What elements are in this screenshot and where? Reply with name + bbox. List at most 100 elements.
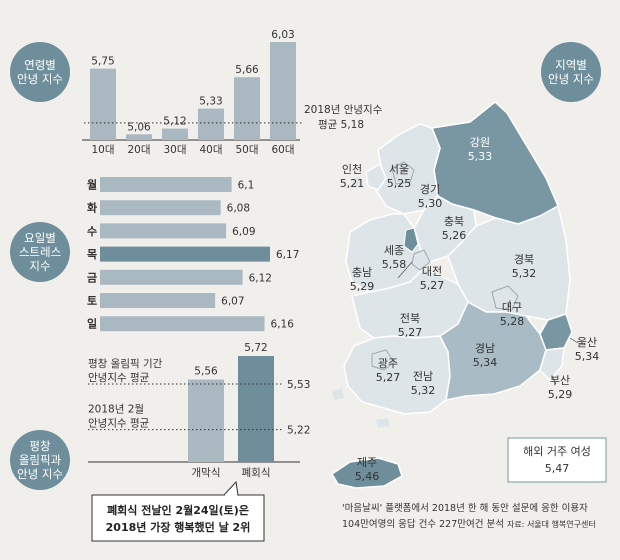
map-region-daejeon	[411, 249, 431, 271]
map-region-seoul	[391, 161, 415, 185]
age-category-label: 10대	[91, 144, 114, 156]
olympics-callout-box	[91, 494, 265, 542]
olympics-reference-label: 안녕지수 평균	[88, 372, 150, 384]
weekday-bar	[100, 269, 243, 285]
age-bar	[198, 108, 224, 140]
map-region-value: 5,27	[420, 279, 445, 292]
map-region-value: 5,58	[382, 258, 407, 271]
age-section-circle-label: 안녕 지수	[17, 72, 63, 86]
map-region-value: 5,26	[442, 229, 467, 242]
age-bar-value: 5,75	[91, 56, 114, 68]
weekday-bar	[100, 223, 227, 239]
map-region-name: 부산	[550, 374, 570, 387]
map-region-value: 5,27	[398, 326, 423, 339]
overseas-box	[507, 437, 607, 483]
map-region-value: 5,32	[512, 267, 537, 280]
map-section-circle-label: 지역별	[555, 58, 587, 72]
age-category-label: 60대	[271, 144, 294, 156]
olympics-bar	[188, 379, 224, 462]
olympics-reference-label: 평창 올림픽 기간	[88, 358, 163, 370]
weekday-section-circle-label: 요일별	[24, 231, 56, 245]
map-region-gwangju	[371, 349, 395, 371]
map-region-name: 인천	[342, 162, 362, 176]
age-category-label: 30대	[163, 144, 186, 156]
age-bar	[234, 77, 260, 140]
age-bar-value: 6,03	[271, 29, 294, 41]
map-region-name: 충남	[352, 266, 372, 279]
map-region-value: 5,21	[340, 177, 365, 190]
map-region-sejong	[403, 227, 419, 253]
map-region-busan	[539, 347, 565, 382]
map-region-value: 5,46	[355, 470, 380, 483]
weekday-category-label: 토	[87, 295, 97, 308]
map-region-value: 5,29	[548, 388, 573, 401]
age-category-label: 40대	[199, 144, 222, 156]
leader-line	[569, 337, 579, 344]
olympics-category-label: 폐회식	[242, 467, 271, 479]
map-region-name: 대구	[502, 301, 522, 314]
map-section-circle	[541, 42, 601, 102]
olympics-callout-text: 2018년 가장 행복했던 날 2위	[106, 520, 251, 534]
map-region-name: 제주	[357, 456, 377, 469]
korea-map	[330, 101, 579, 489]
map-section-circle-label: 안녕 지수	[548, 72, 594, 86]
olympics-bar	[238, 356, 274, 462]
map-region-value: 5,29	[350, 280, 375, 293]
weekday-bar-value: 6,07	[221, 296, 244, 308]
olympics-reference-label: 2018년 2월	[88, 404, 144, 416]
weekday-bar-value: 6,12	[249, 272, 272, 284]
map-island	[352, 176, 362, 188]
age-category-label: 20대	[127, 144, 150, 156]
map-region-name: 강원	[470, 136, 490, 149]
map-region-name: 대전	[422, 265, 442, 278]
weekday-bar	[100, 246, 270, 262]
weekday-bar-value: 6,08	[227, 203, 250, 215]
map-region-value: 5,34	[473, 356, 498, 369]
weekday-section-circle	[10, 222, 70, 282]
footnote-text: 104만여명의 응답 건수 227만여건 분석 자료: 서울대 행복연구센터	[342, 518, 596, 530]
weekday-bar	[100, 316, 265, 332]
age-bar	[162, 128, 188, 140]
weekday-section-circle-label: 스트레스	[19, 245, 61, 259]
age-bar-value: 5,66	[235, 64, 259, 76]
footnote-source: 자료: 서울대 행복연구센터	[507, 519, 596, 529]
age-bar-value: 5,06	[127, 121, 151, 133]
leader-line	[397, 261, 413, 279]
olympics-section-circle	[10, 430, 70, 490]
olympics-reference-label: 안녕지수 평균	[88, 418, 150, 430]
weekday-bar	[100, 293, 216, 308]
leader-line	[551, 375, 557, 385]
age-section-circle-label: 연령별	[24, 58, 56, 72]
map-region-name: 세종	[384, 244, 404, 257]
map-region-name: 광주	[378, 357, 398, 370]
age-section-circle	[10, 42, 70, 102]
map-region-name: 경북	[514, 253, 534, 266]
olympics-bar-value: 5,72	[244, 342, 267, 354]
age-bar	[126, 134, 152, 140]
olympics-reference-value: 5,53	[287, 379, 310, 391]
map-island	[376, 418, 390, 428]
map-region-daegu	[491, 285, 519, 311]
map-region-jeju	[330, 457, 403, 489]
weekday-bar-value: 6,17	[276, 249, 299, 261]
map-region-value: 5,27	[376, 371, 401, 384]
map-region-name: 전남	[413, 370, 433, 383]
age-bar-value: 5,12	[163, 116, 186, 128]
weekday-category-label: 금	[87, 271, 97, 284]
weekday-category-label: 화	[87, 201, 97, 215]
leader-line	[507, 299, 511, 309]
map-region-value: 5,33	[468, 150, 493, 163]
map-island	[332, 388, 344, 400]
age-bar	[90, 68, 116, 140]
age-bar-value: 5,33	[199, 96, 222, 108]
map-region-value: 5,25	[387, 177, 412, 190]
olympics-section-circle-label: 올림픽과	[19, 453, 62, 467]
age-reference-label: 평균 5,18	[318, 119, 364, 131]
overseas-label: 해외 거주 여성	[523, 444, 591, 458]
map-region-incheon	[365, 162, 387, 191]
olympics-section-circle-label: 안녕 지수	[17, 467, 63, 481]
olympics-callout-pointer	[223, 480, 239, 496]
